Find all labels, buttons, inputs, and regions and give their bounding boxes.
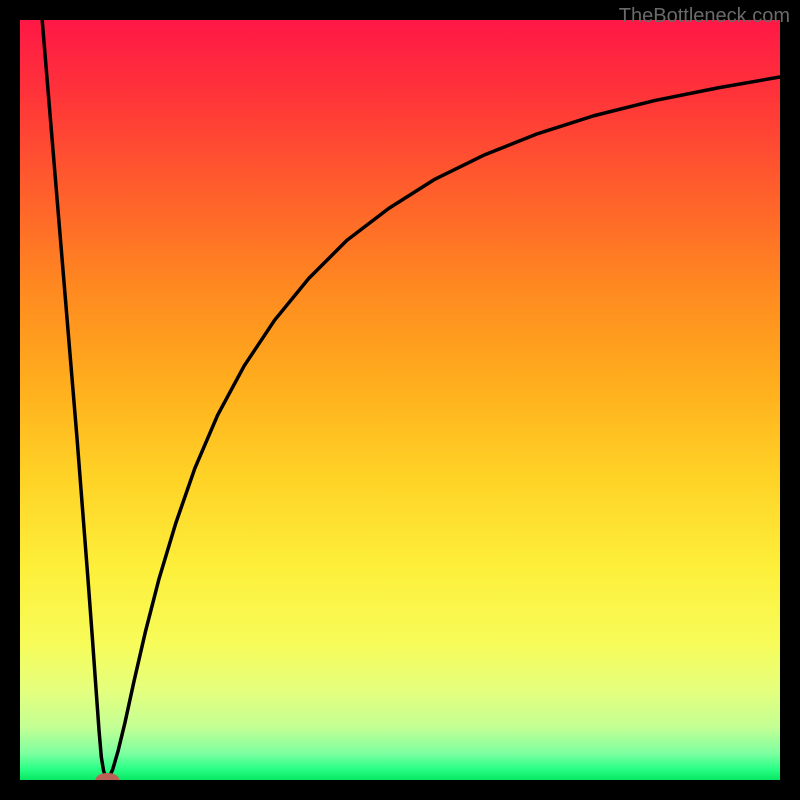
bottleneck-curve-chart: TheBottleneck.com [0, 0, 800, 800]
gradient-background [20, 20, 780, 780]
watermark-text: TheBottleneck.com [619, 5, 790, 27]
